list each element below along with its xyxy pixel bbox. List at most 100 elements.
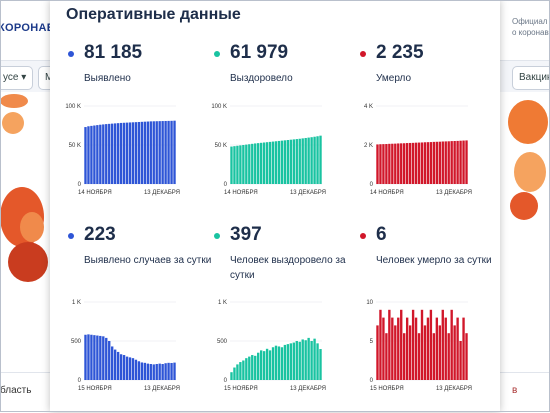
chart-bar (242, 145, 245, 184)
chart-bar (259, 142, 263, 184)
y-tick-label: 10 (366, 300, 373, 306)
chart-bar (108, 123, 111, 184)
chart-bar (313, 136, 316, 184)
chart-bar (388, 143, 391, 184)
chart-bar (251, 355, 254, 380)
background-map-left (0, 92, 54, 372)
stat-value: 61 979 (230, 42, 289, 63)
chart-bar (307, 137, 310, 184)
stat-label: Человек умерло за сутки (376, 255, 492, 266)
chart-bar (280, 140, 284, 184)
y-tick-label: 0 (370, 182, 374, 188)
chart-bar (397, 317, 400, 380)
chart-bar (87, 126, 90, 184)
background-vaccine-tab[interactable]: Вакцин (512, 66, 550, 90)
chart-bar (122, 122, 126, 184)
y-tick-label: 500 (217, 339, 228, 345)
chart-bar (411, 142, 415, 184)
chart-bar (292, 342, 295, 380)
chart-bar (257, 352, 260, 380)
background-header-text: Официал о коронав (512, 17, 549, 37)
chart-bar (274, 141, 278, 184)
chart-bar (251, 143, 254, 184)
chart-bar (116, 351, 120, 380)
chart-bar (295, 139, 298, 184)
chart-bar (310, 341, 313, 380)
y-tick-label: 4 K (364, 104, 373, 110)
chart-bar (122, 355, 126, 380)
stat-dot-icon (214, 51, 220, 57)
chart-bar (146, 363, 149, 380)
chart-bar (99, 335, 102, 380)
x-tick-label: 14 НОЯБРЯ (78, 190, 112, 196)
chart-bar (400, 143, 403, 184)
chart-bar (447, 141, 450, 184)
stat-value: 223 (84, 224, 116, 245)
chart-bar (405, 143, 409, 184)
chart-bar (397, 143, 400, 184)
chart-bar (233, 146, 236, 184)
chart-bar (414, 142, 418, 184)
x-tick-label: 13 ДЕКАБРЯ (290, 190, 326, 196)
stat-dot-icon (68, 51, 74, 57)
chart-bar (411, 309, 415, 380)
chart-bar (164, 363, 167, 380)
chart-bar (462, 317, 465, 380)
chart-bar (105, 124, 108, 184)
chart-bar (289, 343, 293, 380)
chart-bar (444, 141, 447, 184)
stat-value: 397 (230, 224, 262, 245)
chart-bar (388, 309, 391, 380)
chart-bar (265, 348, 269, 380)
y-tick-label: 50 K (69, 143, 81, 149)
stat-value: 81 185 (84, 42, 143, 63)
chart-bar (102, 336, 105, 380)
chart-bar (158, 363, 161, 380)
chart-bar (462, 140, 465, 184)
chart-bar (271, 141, 275, 184)
chart-bar (245, 358, 248, 380)
background-region-select[interactable]: усе ▾ (0, 66, 34, 90)
chart-bar (456, 140, 459, 184)
chart-bar (453, 325, 456, 380)
chart-bar (465, 140, 468, 184)
chart-bar (307, 337, 310, 380)
chart-bar (134, 359, 138, 380)
chart-bar (435, 141, 439, 184)
chart-bar (271, 347, 275, 380)
y-tick-label: 1 K (72, 300, 81, 306)
stat-dot-icon (360, 51, 366, 57)
y-tick-label: 1 K (218, 300, 227, 306)
chart-bar (301, 339, 304, 380)
y-tick-label: 0 (78, 378, 82, 384)
chart-bar (111, 346, 114, 380)
y-tick-label: 50 K (215, 143, 227, 149)
chart-bar (429, 142, 433, 184)
chart-bar (292, 139, 295, 184)
chart-bar (400, 309, 403, 380)
chart-bar (394, 143, 397, 184)
panel-title: Оперативные данные (66, 6, 241, 23)
chart-bar (385, 333, 388, 380)
chart-bar (432, 333, 436, 380)
chart-bar (265, 142, 269, 184)
chart-bar (93, 335, 96, 380)
chart-bar (286, 140, 290, 184)
chart-bar (158, 121, 161, 184)
y-tick-label: 0 (78, 182, 82, 188)
chart-bar (408, 142, 412, 184)
chart-bar (161, 121, 164, 184)
chart-bar (84, 127, 87, 184)
chart-bar (230, 146, 233, 184)
chart-bar (137, 361, 141, 380)
x-tick-label: 15 НОЯБРЯ (78, 386, 112, 392)
background-footer-link[interactable]: в (512, 385, 518, 396)
chart-bar (417, 333, 421, 380)
chart-bar (310, 137, 313, 184)
chart-bar (170, 120, 173, 184)
chart-bar (382, 317, 385, 380)
chart-bar (304, 340, 307, 380)
chart-bar (254, 355, 257, 380)
chart-recovered: 100 K 50 K 0 14 НОЯБРЯ 13 ДЕКАБРЯ (208, 100, 328, 200)
stat-value: 2 235 (376, 42, 424, 63)
